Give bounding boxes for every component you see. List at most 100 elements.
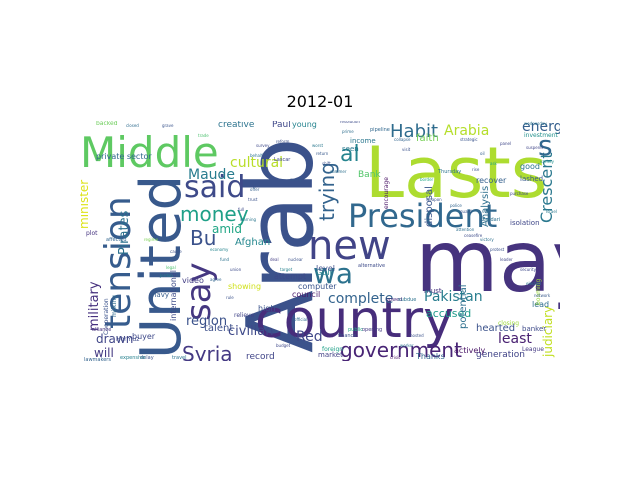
word-cloud-word: ceasefire (464, 233, 483, 238)
word-cloud-word: Afghan (235, 237, 270, 248)
word-cloud-word: Crescent (537, 152, 556, 223)
word-cloud-word: offer (250, 187, 260, 192)
word-cloud-word: visit (402, 147, 411, 152)
word-cloud-word: minister (80, 180, 91, 229)
word-cloud-word: military (87, 281, 102, 331)
word-cloud-word: Israel (546, 209, 557, 214)
word-cloud-word: market (318, 351, 343, 359)
word-cloud-word: affected (106, 237, 127, 243)
word-cloud-word: fund (220, 257, 229, 262)
word-cloud-word: public (348, 327, 363, 333)
word-cloud-word: Thursday (437, 169, 461, 175)
word-cloud-word: drawn (96, 332, 133, 346)
word-cloud-word: trust (248, 197, 258, 202)
word-cloud-word: Thanks (415, 352, 445, 361)
word-cloud-word: United (129, 175, 194, 359)
word-cloud-word: victory (480, 237, 494, 242)
word-cloud-word: return (316, 151, 329, 156)
word-cloud-word: good (520, 162, 540, 171)
word-cloud-word: international (169, 270, 178, 321)
word-cloud-word: Hormuz (116, 336, 139, 343)
word-cloud-word: finance (338, 333, 356, 339)
word-cloud-word: leader (500, 257, 513, 262)
word-cloud-word: recover (476, 176, 507, 185)
word-cloud-word: vowed (386, 297, 402, 303)
word-cloud-word: pipeline (370, 127, 390, 133)
word-cloud-word: Syria (182, 342, 233, 361)
word-cloud-word: delay (140, 355, 154, 361)
word-cloud-word: showing (228, 282, 261, 291)
word-cloud-word: income (350, 137, 376, 145)
word-cloud-word: strategic (460, 137, 478, 142)
word-cloud-word: judiciary (541, 306, 555, 358)
word-cloud-word: surely (290, 177, 303, 182)
word-cloud-word: creative (218, 121, 255, 130)
word-cloud-word: protest (490, 247, 505, 252)
word-cloud-word: deal (270, 257, 279, 262)
word-cloud-word: cultural (230, 155, 283, 171)
word-cloud-word: panel (500, 141, 511, 146)
word-cloud-word: new (308, 223, 391, 269)
word-cloud-word: country (255, 290, 454, 350)
word-cloud-word: relieve (234, 312, 255, 319)
word-cloud-word: target (280, 267, 293, 272)
word-cloud-word: civilian (228, 324, 274, 339)
word-cloud-word: s (538, 129, 553, 162)
word-cloud-word: union (230, 267, 242, 272)
word-cloud-word: may (415, 212, 560, 312)
word-cloud-word: Zardari (482, 217, 500, 223)
word-cloud-word: network (534, 293, 551, 298)
word-cloud-word: League (522, 346, 544, 353)
word-cloud-word: police (450, 203, 462, 208)
word-cloud-word: closed (126, 123, 139, 128)
word-cloud-word: grave (162, 123, 174, 128)
word-cloud-word: government (340, 338, 462, 361)
word-cloud-word: cause (170, 249, 182, 254)
figure-title: 2012-01 (286, 92, 354, 111)
word-cloud-word: isolation (510, 219, 540, 227)
word-cloud-word: summer (330, 169, 347, 174)
word-cloud-word: said (184, 170, 245, 205)
word-cloud-word: seen (342, 145, 359, 153)
word-cloud-word: region (186, 314, 227, 329)
word-cloud-word: amid (212, 222, 242, 236)
word-cloud-word: faith (416, 133, 439, 144)
word-cloud-word: weapon (426, 197, 442, 202)
word-cloud-word: wednesday (524, 121, 547, 126)
word-cloud-word: alternative (358, 263, 385, 269)
word-cloud-word: energy (522, 121, 560, 135)
word-cloud-word: elected (526, 281, 541, 286)
word-cloud-word: Bu (190, 226, 216, 250)
word-cloud-word: Maude (188, 167, 235, 183)
word-cloud-word: Red (296, 329, 323, 345)
word-cloud-word: attempt (274, 272, 306, 281)
word-cloud-word: investment (524, 132, 559, 139)
word-cloud-word: disposal (424, 186, 435, 227)
word-cloud-word: al (340, 142, 360, 167)
word-cloud-word: foreign (322, 346, 343, 353)
word-cloud-word: talent (204, 323, 233, 334)
word-cloud-word: complete (328, 291, 393, 307)
word-cloud-word: economy (210, 247, 229, 252)
word-cloud-word: alliance (92, 327, 111, 333)
word-cloud-word: council (292, 290, 320, 299)
word-cloud-word: record (246, 352, 275, 361)
word-cloud-word: accused (426, 307, 471, 320)
word-cloud-word: regime (144, 237, 159, 242)
word-cloud-word: attention (456, 227, 475, 232)
word-cloud-word: survey (256, 143, 270, 148)
word-cloud-word: computer (298, 282, 337, 291)
word-cloud-word: wa (313, 257, 353, 290)
word-cloud-word: actively (454, 346, 486, 355)
word-cloud-word: Habit (390, 121, 438, 142)
word-cloud-word: young (292, 121, 317, 129)
word-cloud-word: oil (480, 151, 485, 156)
word-cloud-word: navy (152, 291, 169, 299)
word-cloud-word: Lascar (274, 157, 291, 163)
word-cloud-word: opening (362, 327, 382, 333)
word-cloud-word: lead (532, 300, 549, 309)
word-cloud-word: lashed (520, 175, 543, 183)
word-cloud-word: plot (86, 230, 98, 237)
word-cloud-word: warning (240, 217, 256, 222)
